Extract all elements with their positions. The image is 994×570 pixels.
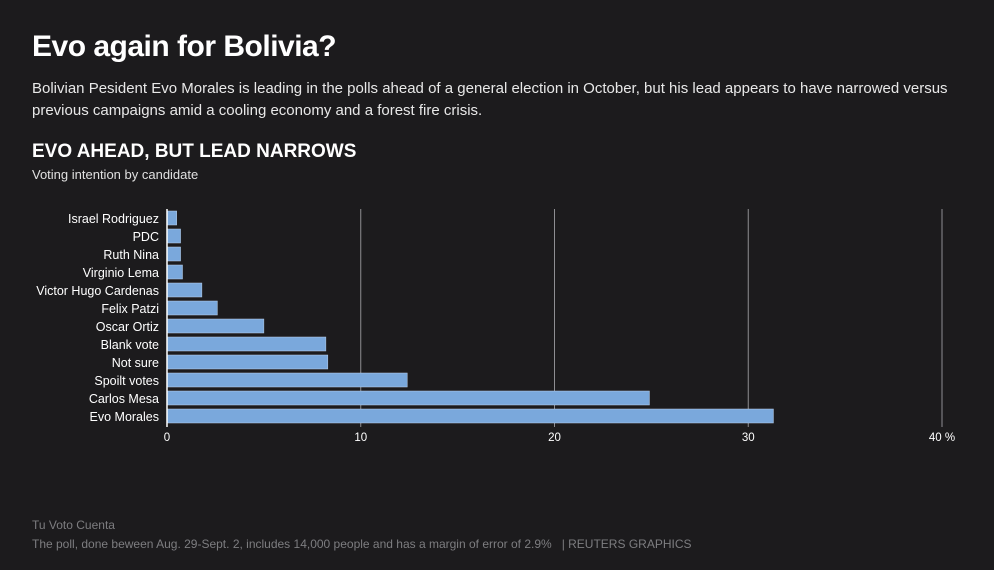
y-category-label: Blank vote (101, 338, 159, 352)
page-description: Bolivian Pesident Evo Morales is leading… (32, 80, 948, 119)
x-tick-label: 40 % (929, 432, 955, 444)
y-category-label: Evo Morales (90, 410, 159, 424)
bar (166, 372, 408, 388)
y-category-label: PDC (133, 230, 159, 244)
y-category-label: Ruth Nina (103, 248, 159, 262)
x-tick-label: 30 (742, 432, 755, 444)
bar (166, 282, 203, 298)
bar (166, 210, 177, 226)
x-tick-label: 0 (164, 432, 170, 444)
bar (166, 318, 265, 334)
y-category-label: Spoilt votes (94, 374, 159, 388)
source-label: Tu Voto Cuenta (32, 518, 115, 532)
chart-subtitle: Voting intention by candidate (32, 167, 199, 182)
x-tick-label: 20 (548, 432, 561, 444)
bar (166, 336, 327, 352)
bar (166, 390, 650, 406)
page-title: Evo again for Bolivia? (32, 30, 337, 63)
bar (166, 228, 181, 244)
y-category-label: Oscar Ortiz (96, 320, 159, 334)
y-category-label: Felix Patzi (101, 302, 159, 316)
footnote-text: The poll, done beween Aug. 29-Sept. 2, i… (32, 537, 552, 551)
y-category-label: Carlos Mesa (89, 392, 159, 406)
bar (166, 408, 774, 424)
bar (166, 354, 329, 370)
x-tick-label: 10 (354, 432, 367, 444)
y-category-label: Victor Hugo Cardenas (36, 284, 159, 298)
y-category-label: Israel Rodriguez (68, 212, 159, 226)
chart-title: EVO AHEAD, BUT LEAD NARROWS (32, 141, 357, 162)
bar-chart: 0 10 20 30 40 % Israel Rodriguez PDC Ruth Nina V… (36, 209, 955, 444)
bar (166, 300, 218, 316)
credit-label: | REUTERS GRAPHICS (561, 537, 692, 551)
y-category-label: Not sure (112, 356, 159, 370)
footnote: The poll, done beween Aug. 29-Sept. 2, i… (32, 537, 692, 551)
bar (166, 246, 181, 262)
y-category-label: Virginio Lema (83, 266, 159, 280)
bar (166, 264, 183, 280)
